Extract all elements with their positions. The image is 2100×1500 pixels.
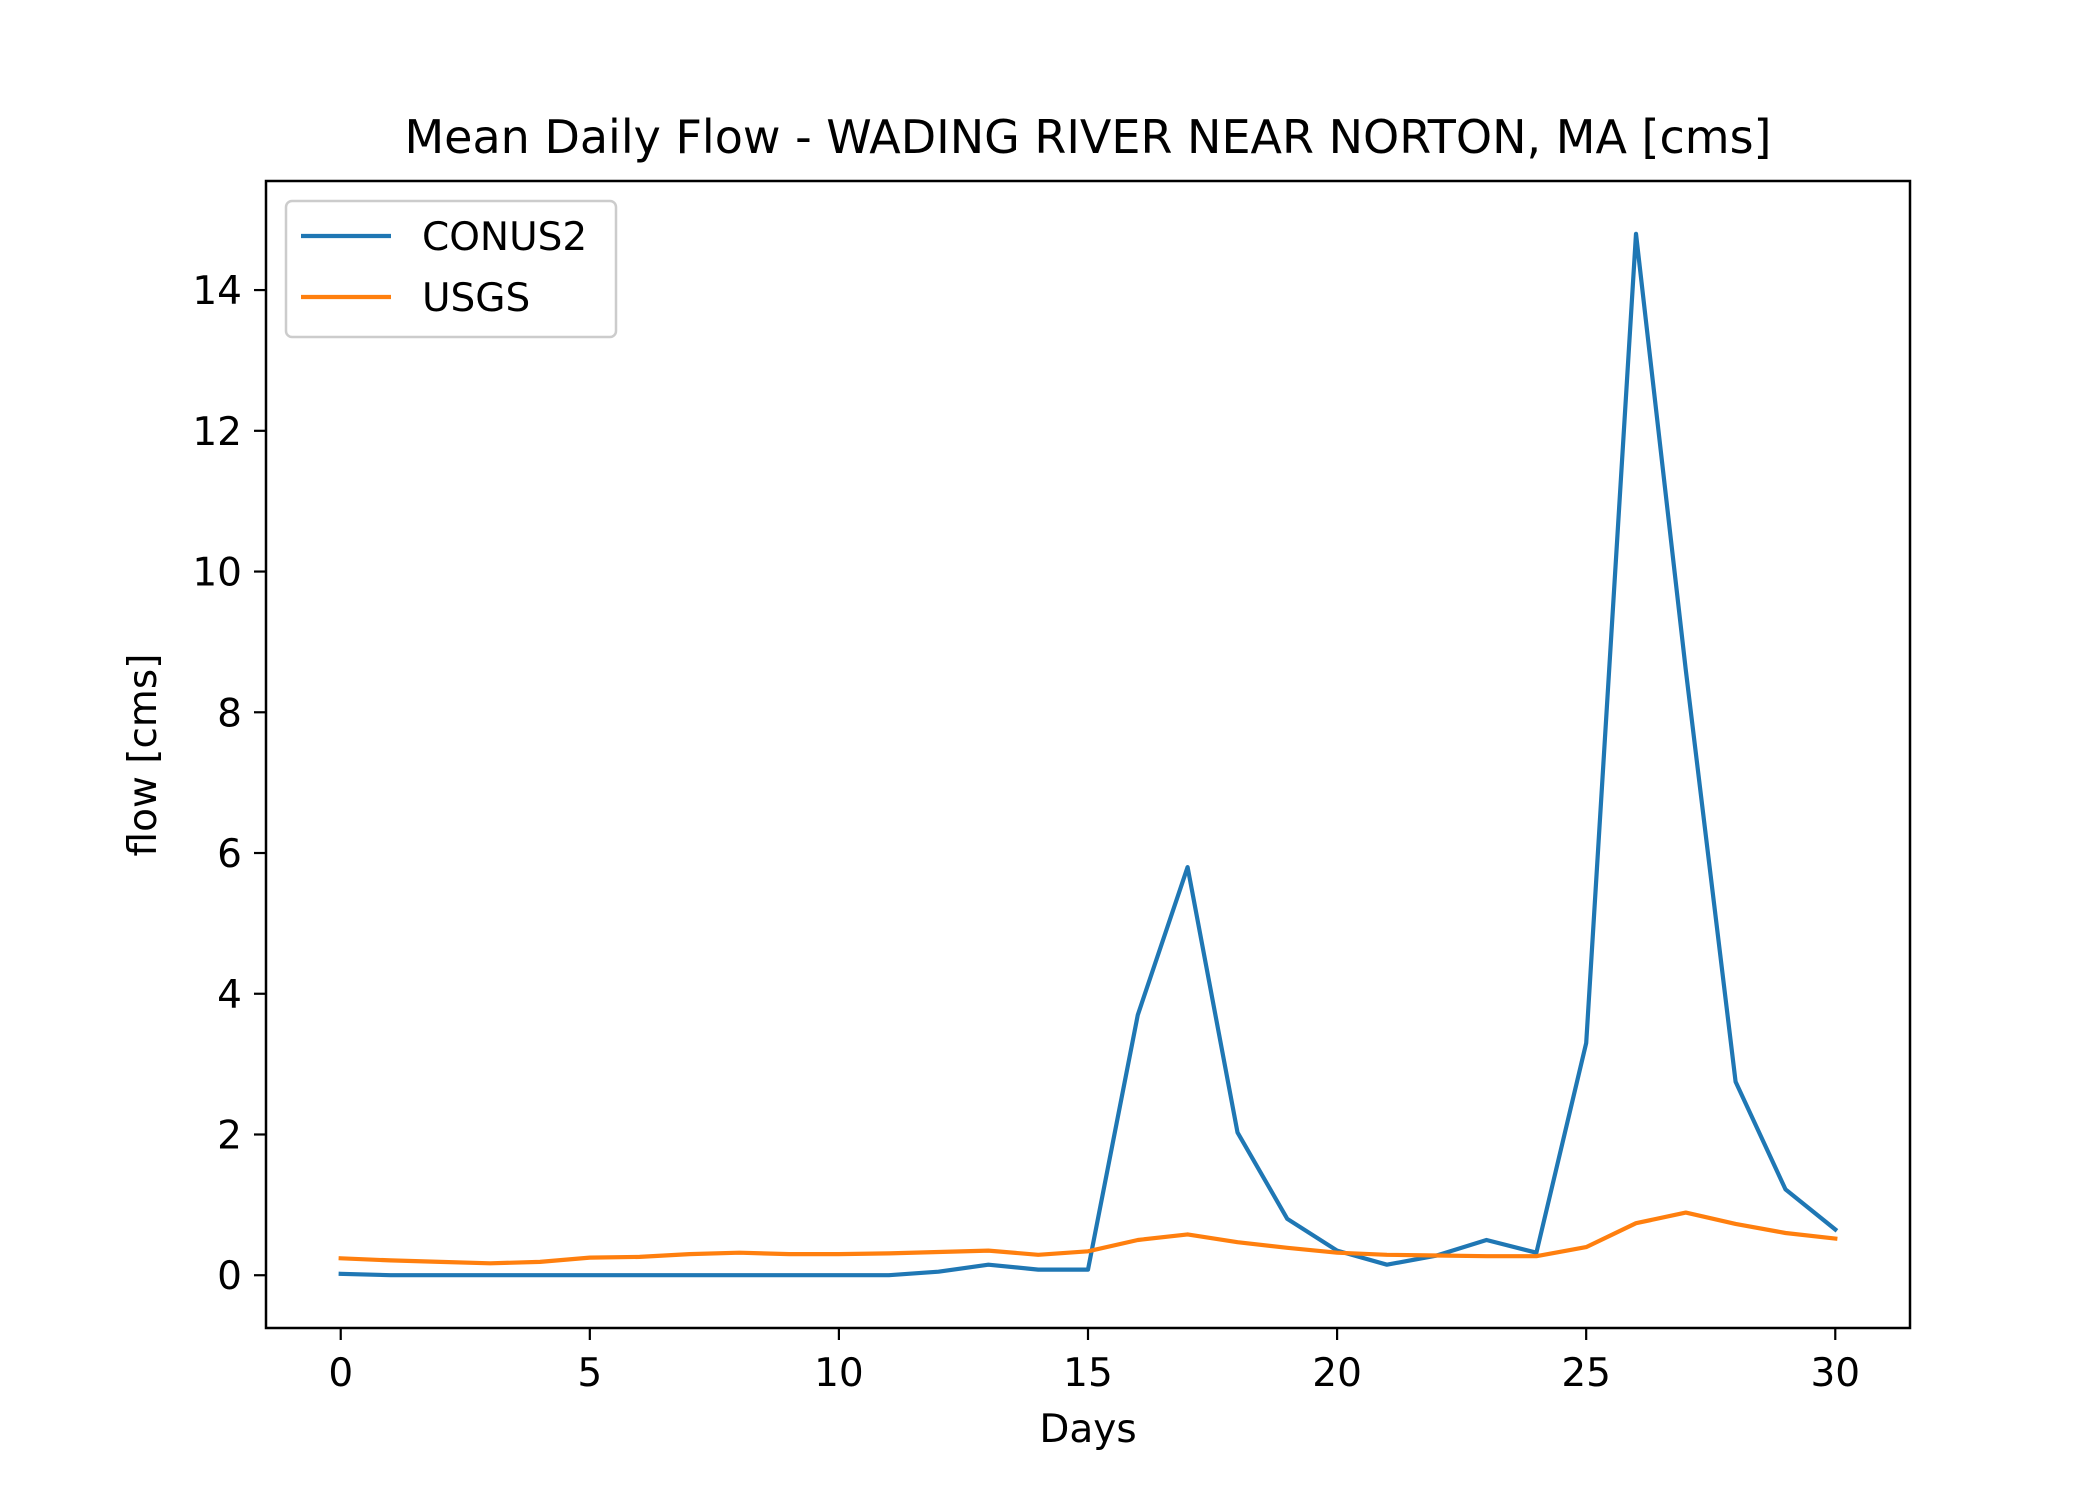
chart-title: Mean Daily Flow - WADING RIVER NEAR NORT…	[404, 110, 1771, 164]
series-line-conus2	[338, 231, 1839, 1278]
legend-label-usgs: USGS	[422, 276, 530, 321]
y-tick-label: 8	[217, 691, 242, 736]
x-axis: 0 5 10 15 20 25 30	[328, 1328, 1860, 1396]
y-tick-label: 10	[192, 551, 242, 596]
plot-area-frame	[264, 179, 1912, 1330]
x-tick-label: 20	[1312, 1351, 1362, 1396]
legend: CONUS2 USGS	[284, 199, 618, 339]
lines-layer	[338, 231, 1839, 1278]
y-tick-label: 6	[217, 832, 242, 877]
x-tick-label: 10	[814, 1351, 864, 1396]
x-axis-title: Days	[1039, 1407, 1136, 1452]
series-line-usgs	[338, 1210, 1838, 1266]
y-tick-label: 12	[192, 410, 242, 455]
x-tick-label: 5	[577, 1351, 602, 1396]
y-axis-title: flow [cms]	[121, 654, 166, 857]
y-tick-label: 4	[217, 973, 242, 1018]
legend-label-conus2: CONUS2	[422, 215, 587, 260]
y-axis: 0 2 4 6 8 10 12 14	[192, 269, 266, 1299]
x-tick-label: 0	[328, 1351, 353, 1396]
x-tick-label: 15	[1063, 1351, 1113, 1396]
y-tick-label: 14	[192, 269, 242, 314]
y-tick-label: 0	[217, 1254, 242, 1299]
y-tick-label: 2	[217, 1113, 242, 1158]
x-tick-label: 25	[1561, 1351, 1611, 1396]
x-tick-label: 30	[1810, 1351, 1860, 1396]
